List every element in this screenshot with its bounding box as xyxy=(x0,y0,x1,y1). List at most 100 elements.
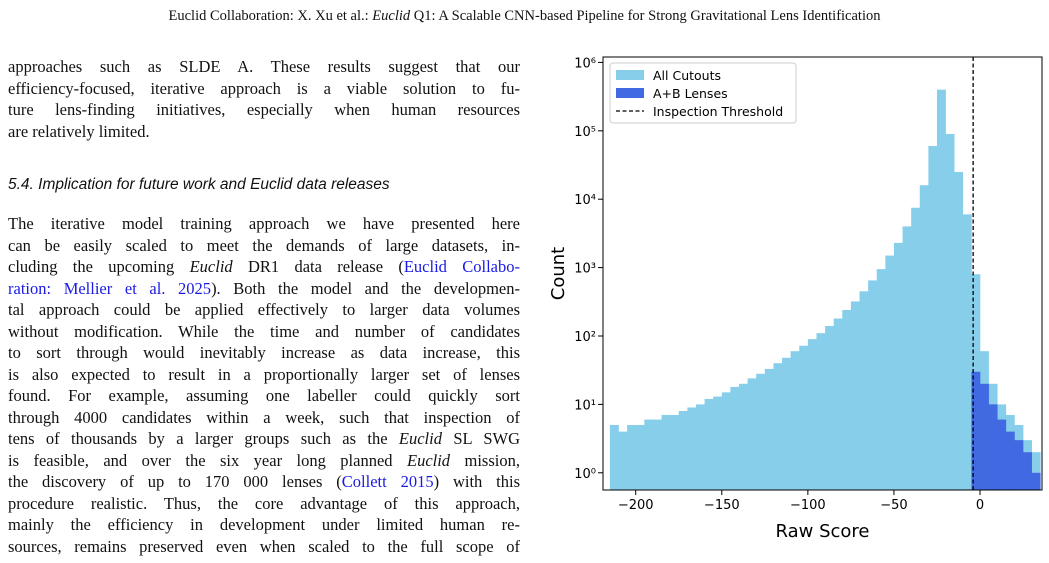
text-run: is feasible, and over the six year long … xyxy=(8,450,407,470)
running-header: Euclid Collaboration: X. Xu et al.: Eucl… xyxy=(0,8,1049,25)
histogram-bar xyxy=(782,357,791,490)
text-run: found. For example, assuming one labelle… xyxy=(8,386,520,405)
section-heading: 5.4. Implication for future work and Euc… xyxy=(8,176,390,193)
histogram-bar xyxy=(695,404,705,490)
y-tick-label: 10³ xyxy=(574,262,596,277)
histogram-bar xyxy=(1014,440,1024,490)
text-line: without modification. While the time and… xyxy=(8,321,520,343)
histogram-bar xyxy=(980,383,989,490)
histogram-bar xyxy=(635,424,645,490)
text-run: without modification. While the time and… xyxy=(8,321,520,341)
italic-text: Euclid xyxy=(406,450,451,470)
text-run: SL SWG xyxy=(441,429,520,448)
text-line: ture lens-finding initiatives, especiall… xyxy=(8,99,520,121)
text-run: ). Both the model and the developmen- xyxy=(211,278,520,298)
histogram-bar xyxy=(833,318,843,490)
histogram-bar xyxy=(936,89,946,490)
histogram-bar xyxy=(730,386,740,490)
italic-text: Euclid xyxy=(189,257,233,276)
text-run: Euclid Collaboration: X. Xu et al.: xyxy=(168,8,373,24)
text-run: efficiency-focused, iterative approach i… xyxy=(8,78,520,98)
x-tick-label: −100 xyxy=(790,498,826,513)
histogram-bar xyxy=(799,345,809,490)
histogram-bar xyxy=(1031,452,1041,490)
text-line: found. For example, assuming one labelle… xyxy=(8,385,520,407)
text-line: approaches such as SLDE A. These results… xyxy=(8,56,520,78)
axes-frame xyxy=(602,56,1043,491)
text-line: tal approach could be applied effectivel… xyxy=(8,299,520,321)
text-line: to sort through would inevitably increas… xyxy=(8,342,520,364)
histogram-bar xyxy=(721,392,731,490)
histogram-bar xyxy=(825,325,834,490)
histogram-bar xyxy=(842,309,852,490)
x-axis-label: Raw Score xyxy=(776,521,870,542)
histogram-bar xyxy=(962,214,972,490)
citation-link[interactable]: Collett 2015 xyxy=(341,472,434,491)
y-tick-label: 10² xyxy=(574,330,596,345)
text-line: The iterative model training approach we… xyxy=(8,213,520,235)
histogram-bar xyxy=(627,424,637,490)
text-line: tens of thousands by a larger groups suc… xyxy=(8,428,520,450)
y-axis-label: Count xyxy=(548,247,569,300)
histogram-bar xyxy=(868,280,878,490)
text-run: are relatively limited. xyxy=(8,121,150,141)
x-tick-label: −150 xyxy=(704,498,740,513)
text-run: tal approach could be applied effectivel… xyxy=(8,300,520,319)
histogram-bar xyxy=(859,291,869,490)
histogram-bar xyxy=(644,419,654,490)
y-tick-label: 10⁰ xyxy=(574,467,596,482)
text-run: mission, xyxy=(450,450,520,470)
histogram-bar xyxy=(928,145,938,490)
text-line: are relatively limited. xyxy=(8,121,520,143)
y-tick-label: 10⁶ xyxy=(574,56,596,71)
text-line: is also expected to result in a proporti… xyxy=(8,364,520,386)
histogram-bar xyxy=(618,431,628,490)
text-run: is also expected to result in a proporti… xyxy=(8,364,520,384)
paragraph: approaches such as SLDE A. These results… xyxy=(8,56,520,142)
histogram-bar xyxy=(756,373,766,490)
text-run: The iterative model training approach we… xyxy=(8,214,520,233)
histogram-bar xyxy=(713,396,723,490)
histogram-bar xyxy=(971,371,981,490)
legend-box xyxy=(609,62,797,124)
text-run: sources, remains preserved even when sca… xyxy=(8,536,520,556)
x-tick-label: −50 xyxy=(880,498,907,513)
x-tick-label: 0 xyxy=(976,498,984,513)
y-tick-label: 10⁴ xyxy=(574,193,596,208)
text-run: tens of thousands by a larger groups suc… xyxy=(8,429,399,448)
text-run: can be easily scaled to meet the demands… xyxy=(8,235,520,255)
text-run: to sort through would inevitably increas… xyxy=(8,343,520,362)
legend-label: A+B Lenses xyxy=(653,86,728,101)
text-run: DR1 data release ( xyxy=(232,257,404,276)
citation-link[interactable]: ration: Mellier et al. 2025 xyxy=(8,278,212,298)
histogram-bar xyxy=(670,414,680,490)
histogram-bar xyxy=(876,269,886,490)
text-run: approaches such as SLDE A. These results… xyxy=(8,57,520,76)
histogram-bar xyxy=(902,226,912,490)
histogram-bar xyxy=(678,411,688,490)
citation-link[interactable]: Euclid Collabo- xyxy=(403,257,520,276)
text-run: ture lens-finding initiatives, especiall… xyxy=(8,100,520,119)
histogram-bar xyxy=(816,333,826,490)
text-line: can be easily scaled to meet the demands… xyxy=(8,235,520,257)
histogram-bar xyxy=(911,207,921,490)
text-run: through 4000 candidates within a week, s… xyxy=(8,407,520,427)
legend-label: Inspection Threshold xyxy=(653,104,783,119)
text-run: the discovery of up to 170 000 lenses ( xyxy=(8,472,342,491)
text-line: through 4000 candidates within a week, s… xyxy=(8,407,520,429)
text-line: cluding the upcoming Euclid DR1 data rel… xyxy=(8,256,520,278)
histogram-bar xyxy=(1023,452,1032,490)
y-tick-label: 10⁵ xyxy=(574,125,596,140)
histogram-bar xyxy=(997,419,1007,490)
text-run: procedure realistic. Thus, the core adva… xyxy=(8,493,520,513)
text-line: is feasible, and over the six year long … xyxy=(8,450,520,472)
text-run: Q1: A Scalable CNN-based Pipeline for St… xyxy=(410,8,881,24)
legend-swatch xyxy=(616,88,644,98)
italic-text: Euclid xyxy=(372,8,411,24)
text-line: ration: Mellier et al. 2025). Both the m… xyxy=(8,278,520,300)
histogram-bar xyxy=(1005,431,1015,490)
histogram-bar xyxy=(652,419,662,490)
histogram-bar xyxy=(1031,472,1041,490)
histogram-bar xyxy=(988,404,998,490)
